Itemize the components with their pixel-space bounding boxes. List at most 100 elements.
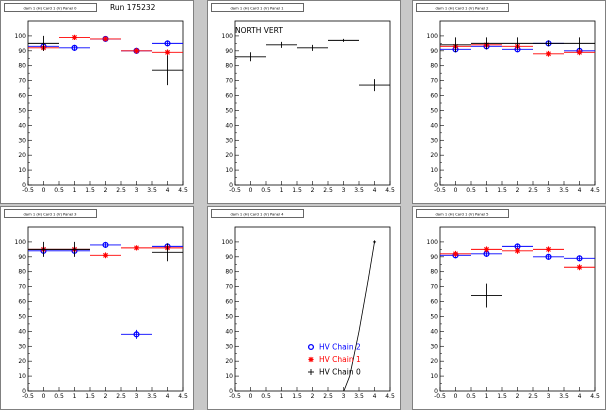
x-tick-label: 4.5 [590, 187, 600, 194]
plot-data [440, 243, 595, 308]
y-tick-label: 0 [434, 388, 438, 395]
x-tick-label: 0 [249, 187, 253, 194]
fit-curve [343, 241, 375, 391]
x-tick-label: 3.5 [559, 393, 569, 400]
marker-star-d2 [484, 246, 489, 252]
y-tick-label: 40 [225, 328, 233, 335]
x-tick-label: 4 [373, 393, 377, 400]
annotation: Run 175232 [110, 3, 156, 12]
x-tick-label: 3 [135, 393, 139, 400]
panel-title: dam 1 (H) Card 1 (V) Panel 1 [230, 7, 283, 11]
y-tick-label: 40 [18, 328, 26, 335]
marker-circle [133, 331, 140, 338]
series-chain0 [235, 38, 390, 92]
y-tick-label: 50 [18, 313, 26, 320]
x-tick-label: 1.5 [85, 187, 95, 194]
series-chain0 [471, 283, 502, 308]
data-point [359, 79, 390, 92]
x-tick-label: 2.5 [528, 393, 538, 400]
x-tick-label: 1.5 [85, 393, 95, 400]
x-tick-label: 2 [311, 187, 315, 194]
data-point [90, 36, 121, 42]
x-tick-label: 4.5 [178, 187, 188, 194]
y-tick-label: 30 [18, 137, 26, 144]
data-point [564, 264, 595, 271]
x-tick-label: 4 [166, 393, 170, 400]
chart-panel-2: dam 1 (H) Card 1 (V) Panel 2010203040506… [412, 0, 606, 204]
x-tick-label: 0.5 [54, 393, 64, 400]
panel-title-frame [211, 209, 304, 218]
legend: HV Chain 2 HV Chain 1 HV Chain 0 [307, 343, 361, 377]
x-tick-label: 4 [578, 187, 582, 194]
data-point [297, 44, 328, 51]
y-tick-label: 50 [430, 107, 438, 114]
legend-marker-star-d2 [308, 357, 314, 362]
panel-frame [0, 206, 194, 410]
marker-star-d2 [546, 51, 551, 57]
panel-title-frame [211, 3, 304, 12]
chart-panel-0: dam 1 (H) Card 1 (V) Panel 0010203040506… [0, 0, 194, 204]
y-tick-label: 90 [18, 48, 26, 55]
y-tick-label: 80 [18, 269, 26, 276]
x-tick-label: 1 [280, 187, 284, 194]
marker-circle [102, 241, 109, 248]
x-tick-label: 2 [104, 187, 108, 194]
chart-panel-3: dam 1 (H) Card 1 (V) Panel 3010203040506… [0, 206, 194, 410]
x-tick-label: 4.5 [385, 187, 395, 194]
data-point [59, 241, 90, 257]
marker-star [514, 248, 521, 254]
y-tick-label: 30 [18, 343, 26, 350]
marker-star [133, 245, 140, 251]
data-point [440, 250, 471, 257]
data-point [502, 37, 533, 50]
y-tick-label: 40 [18, 122, 26, 129]
y-tick-label: 70 [225, 78, 233, 85]
x-tick-label: -0.5 [434, 187, 446, 194]
panel-title-box: dam 1 (H) Card 1 (V) Panel 4 [211, 209, 304, 218]
y-tick-label: 80 [225, 269, 233, 276]
y-tick-label: 60 [225, 93, 233, 100]
x-tick-label: 1.5 [292, 393, 302, 400]
x-tick-label: 0.5 [466, 187, 476, 194]
x-tick-label: 4.5 [178, 393, 188, 400]
y-tick-label: 10 [225, 373, 233, 380]
x-tick-label: 2 [104, 393, 108, 400]
data-point [121, 47, 152, 54]
data-point [28, 241, 59, 257]
data-point [121, 329, 152, 339]
y-tick-label: 20 [430, 358, 438, 365]
y-tick-label: 40 [430, 328, 438, 335]
panel-title-frame [416, 209, 509, 218]
y-tick-label: 20 [225, 358, 233, 365]
y-tick-label: 100 [222, 33, 234, 40]
x-tick-label: -0.5 [22, 393, 34, 400]
data-point [564, 255, 595, 262]
y-tick-label: 100 [427, 33, 439, 40]
x-tick-label: 0.5 [54, 187, 64, 194]
x-tick-label: 2.5 [323, 187, 333, 194]
panel-title: dam 1 (H) Card 1 (V) Panel 0 [23, 7, 77, 11]
x-tick-label: 3.5 [354, 187, 364, 194]
data-point [59, 34, 90, 40]
x-tick-label: 3.5 [147, 187, 157, 194]
marker-star-d2 [546, 246, 551, 252]
y-tick-label: 10 [18, 167, 26, 174]
x-tick-label: -0.5 [229, 393, 241, 400]
y-tick-label: 100 [15, 239, 27, 246]
x-tick-label: 0.5 [261, 393, 271, 400]
data-point [471, 246, 502, 253]
panel-frame [0, 0, 194, 204]
x-tick-label: 2 [516, 187, 520, 194]
data-point [564, 49, 595, 56]
x-tick-label: 3 [135, 187, 139, 194]
x-tick-label: 4.5 [590, 393, 600, 400]
marker-star [452, 251, 459, 257]
legend-marker-circle [307, 343, 315, 351]
x-tick-label: 3 [342, 187, 346, 194]
y-tick-label: 0 [22, 388, 26, 395]
marker-star [576, 264, 583, 270]
x-tick-label: -0.5 [229, 187, 241, 194]
y-tick-label: 50 [18, 107, 26, 114]
marker-star [102, 36, 109, 42]
panel-title: dam 1 (H) Card 1 (V) Panel 4 [230, 213, 284, 217]
